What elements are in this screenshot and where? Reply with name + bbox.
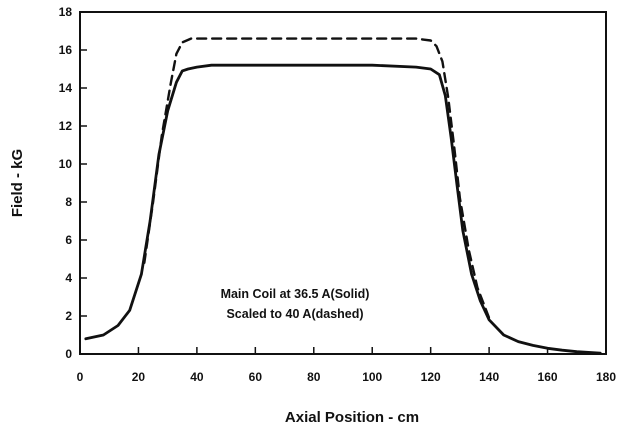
y-tick-label: 2 <box>65 309 72 323</box>
y-tick-label: 0 <box>65 347 72 361</box>
x-tick-label: 0 <box>77 370 84 384</box>
x-tick-label: 180 <box>596 370 616 384</box>
x-tick-label: 20 <box>132 370 146 384</box>
tick-group <box>79 11 607 355</box>
y-tick-label: 18 <box>59 5 73 19</box>
plot-frame <box>79 11 607 355</box>
y-tick-label: 6 <box>65 233 72 247</box>
y-tick-label: 8 <box>65 195 72 209</box>
annotation-line-2: Scaled to 40 A(dashed) <box>226 307 363 321</box>
x-tick-label: 160 <box>538 370 558 384</box>
y-tick-label: 14 <box>59 81 73 95</box>
y-tick-label: 16 <box>59 43 73 57</box>
x-tick-label: 60 <box>249 370 263 384</box>
x-axis-title: Axial Position - cm <box>285 409 419 426</box>
annotation-line-1: Main Coil at 36.5 A(Solid) <box>221 287 370 301</box>
y-tick-label: 4 <box>65 271 72 285</box>
x-tick-label: 140 <box>479 370 499 384</box>
x-tick-label: 80 <box>307 370 321 384</box>
x-tick-label: 40 <box>190 370 204 384</box>
y-tick-label: 10 <box>59 157 73 171</box>
y-axis-title: Field - kG <box>9 149 26 217</box>
dashed-series-line <box>143 37 491 320</box>
series-group <box>84 37 602 355</box>
y-tick-label: 12 <box>59 119 73 133</box>
x-tick-label: 120 <box>421 370 441 384</box>
x-tick-label: 100 <box>362 370 382 384</box>
